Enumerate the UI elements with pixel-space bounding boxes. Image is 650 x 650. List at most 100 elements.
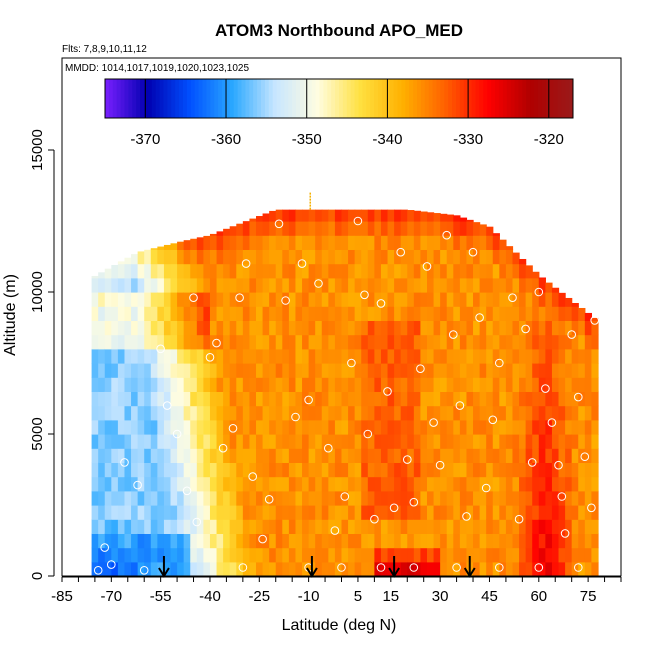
heatmap-cell [466, 306, 474, 321]
heatmap-cell [216, 519, 224, 534]
heatmap-cell [91, 547, 99, 563]
heatmap-cell [387, 448, 395, 463]
heatmap-cell [308, 249, 316, 265]
heatmap-cell [111, 405, 119, 421]
heatmap-cell [209, 547, 218, 563]
heatmap-cell [91, 275, 99, 279]
heatmap-cell [394, 405, 402, 421]
heatmap-cell [440, 277, 448, 293]
heatmap-cell [558, 448, 566, 463]
heatmap-cell [150, 533, 158, 549]
heatmap-cell [426, 249, 435, 265]
heatmap-cell [308, 235, 316, 250]
heatmap-cell [413, 235, 422, 250]
plot-frame [61, 57, 622, 577]
heatmap-cell [348, 348, 356, 364]
heatmap-cell [249, 363, 257, 378]
heatmap-cell [275, 533, 283, 549]
heatmap-cell [400, 533, 408, 549]
heatmap-cell [532, 462, 540, 478]
heatmap-cell [249, 221, 257, 236]
heatmap-cell [275, 505, 283, 520]
heatmap-cell [196, 462, 204, 478]
heatmap-cell [426, 263, 435, 279]
heatmap-cell [584, 505, 593, 520]
heatmap-cell [216, 505, 224, 520]
heatmap-cell [131, 292, 139, 307]
heatmap-cell [558, 434, 566, 449]
heatmap-cell [223, 348, 231, 364]
heatmap-cell [288, 490, 297, 506]
heatmap-cell [177, 320, 185, 336]
heatmap-cell [440, 213, 448, 222]
heatmap-cell [163, 320, 172, 336]
colorbar-swatch [420, 79, 426, 118]
heatmap-cell [190, 348, 198, 364]
heatmap-cell [144, 448, 152, 463]
heatmap-cell [459, 561, 468, 576]
heatmap-cell [328, 434, 336, 449]
heatmap-cell [519, 462, 527, 478]
heatmap-cell [387, 320, 395, 336]
heatmap-cell [183, 334, 191, 350]
heatmap-cell [459, 363, 468, 378]
sample-point [212, 338, 221, 348]
heatmap-cell [525, 547, 533, 563]
heatmap-cell [459, 434, 468, 449]
sample-point [590, 316, 600, 325]
heatmap-cell [190, 405, 198, 421]
heatmap-cell [104, 505, 112, 520]
heatmap-cell [288, 519, 297, 534]
heatmap-cell [209, 505, 218, 520]
colorbar-swatch [440, 79, 445, 118]
heatmap-cell [315, 434, 323, 449]
heatmap-cell [367, 235, 375, 250]
colorbar-swatch [479, 79, 484, 118]
colorbar-frame [104, 78, 574, 119]
heatmap-cell [117, 490, 126, 506]
heatmap-cell [295, 306, 303, 321]
heatmap-cell [433, 462, 441, 478]
heatmap-cell [315, 221, 323, 236]
heatmap-cell [150, 405, 158, 421]
heatmap-cell [420, 263, 428, 279]
heatmap-cell [426, 448, 435, 463]
colorbar-swatch [475, 79, 480, 118]
heatmap-cell [117, 561, 126, 576]
heatmap-cell [275, 263, 283, 279]
heatmap-cell [91, 348, 99, 364]
heatmap-cell [565, 419, 573, 435]
heatmap-cell [374, 547, 382, 563]
heatmap-cell [341, 448, 349, 463]
heatmap-cell [426, 277, 435, 293]
heatmap-cell [440, 434, 448, 449]
heatmap-cell [249, 476, 257, 492]
heatmap-cell [578, 462, 586, 478]
heatmap-cell [433, 306, 441, 321]
heatmap-cell [558, 490, 566, 506]
heatmap-cell [203, 476, 211, 492]
heatmap-cell [190, 334, 198, 350]
heatmap-cell [170, 490, 178, 506]
heatmap-cell [196, 377, 204, 392]
heatmap-cell [578, 363, 586, 378]
heatmap-cell [308, 292, 316, 307]
heatmap-cell [492, 448, 500, 463]
heatmap-cell [400, 519, 408, 534]
heatmap-cell [525, 519, 533, 534]
heatmap-cell [571, 306, 579, 321]
heatmap-cell [354, 263, 362, 279]
heatmap-cell [308, 405, 316, 421]
heatmap-cell [433, 263, 441, 279]
sample-points [93, 213, 600, 575]
heatmap-cell [111, 547, 119, 563]
heatmap-cell [91, 320, 99, 336]
heatmap-cell [400, 462, 408, 478]
heatmap-cell [374, 263, 382, 279]
heatmap-cell [486, 533, 494, 549]
heatmap-cell [551, 320, 560, 336]
heatmap-cell [519, 306, 527, 321]
heatmap-cell [144, 334, 152, 350]
heatmap-cell [150, 334, 158, 350]
heatmap-cell [91, 505, 99, 520]
